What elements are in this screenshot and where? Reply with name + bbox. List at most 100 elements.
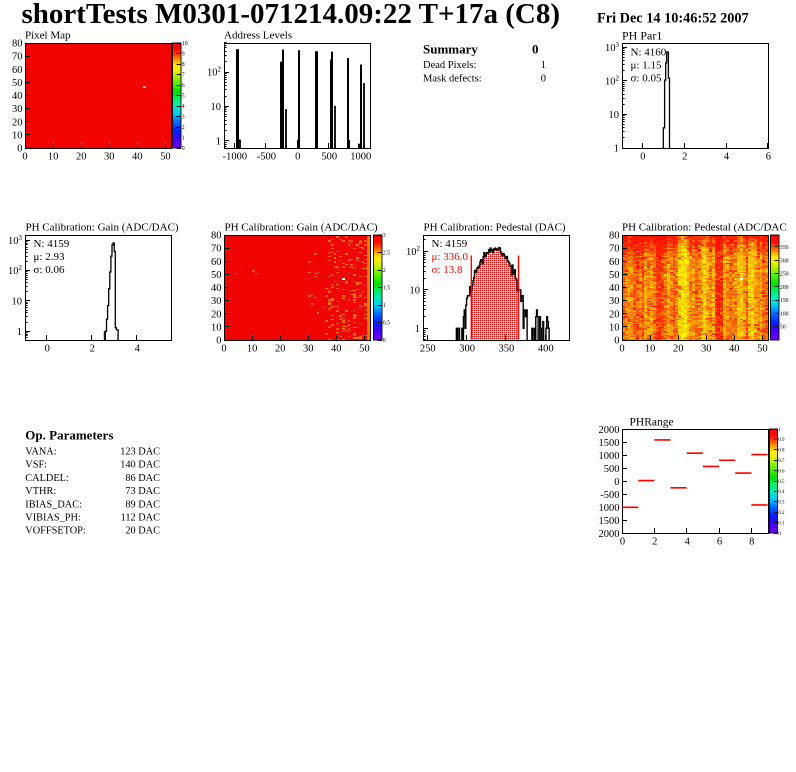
- svg-text:σ: 0.05: σ: 0.05: [631, 73, 662, 85]
- svg-text:N: 4159: N: 4159: [432, 238, 468, 250]
- svg-text:VSF:: VSF:: [25, 460, 47, 471]
- svg-text:10: 10: [609, 323, 620, 334]
- svg-text:30: 30: [104, 152, 115, 163]
- svg-text:20: 20: [12, 117, 23, 128]
- svg-text:μ: 2.93: μ: 2.93: [34, 251, 65, 263]
- svg-text:-1000: -1000: [223, 152, 248, 163]
- svg-text:9: 9: [182, 52, 185, 58]
- svg-text:50: 50: [160, 152, 171, 163]
- svg-text:10: 10: [410, 285, 421, 296]
- svg-text:PHRange: PHRange: [630, 416, 674, 428]
- svg-text:40: 40: [609, 283, 620, 294]
- svg-text:0.5: 0.5: [778, 480, 785, 485]
- svg-text:70: 70: [12, 52, 23, 63]
- svg-text:0: 0: [532, 42, 539, 57]
- svg-text:1: 1: [541, 60, 546, 71]
- svg-text:0: 0: [22, 152, 27, 163]
- svg-text:8: 8: [182, 62, 185, 68]
- svg-text:Fri Dec 14 10:46:52 2007: Fri Dec 14 10:46:52 2007: [597, 11, 749, 27]
- svg-text:50: 50: [12, 78, 23, 89]
- svg-text:86 DAC: 86 DAC: [125, 473, 160, 484]
- svg-text:112 DAC: 112 DAC: [121, 513, 161, 524]
- svg-text:Mask defects:: Mask defects:: [423, 74, 482, 85]
- svg-text:40: 40: [331, 344, 342, 355]
- svg-text:0.5: 0.5: [383, 321, 390, 327]
- svg-text:0.1: 0.1: [778, 521, 785, 526]
- svg-text:Summary: Summary: [423, 42, 478, 57]
- svg-text:Op. Parameters: Op. Parameters: [25, 427, 113, 442]
- svg-text:150: 150: [780, 298, 789, 304]
- svg-text:1.5: 1.5: [383, 286, 390, 292]
- svg-text:500: 500: [604, 464, 620, 475]
- svg-text:20: 20: [211, 309, 222, 320]
- svg-text:Address Levels: Address Levels: [224, 30, 292, 42]
- svg-text:400: 400: [538, 344, 554, 355]
- svg-text:μ: 336.0: μ: 336.0: [432, 251, 469, 263]
- svg-text:-500: -500: [600, 490, 619, 501]
- svg-text:0.4: 0.4: [778, 490, 785, 495]
- svg-text:8: 8: [749, 537, 754, 548]
- svg-text:shortTests M0301-071214.09:22: shortTests M0301-071214.09:22 T+17a (C8): [22, 0, 561, 30]
- svg-text:103: 103: [8, 235, 23, 247]
- svg-text:1000: 1000: [350, 152, 371, 163]
- svg-text:0: 0: [778, 532, 781, 537]
- svg-text:Dead Pixels:: Dead Pixels:: [423, 60, 476, 71]
- svg-text:2: 2: [652, 537, 657, 548]
- svg-text:5: 5: [182, 94, 185, 100]
- svg-text:1500: 1500: [599, 516, 620, 527]
- svg-text:50: 50: [780, 325, 786, 331]
- svg-text:0: 0: [619, 344, 624, 355]
- svg-text:3: 3: [182, 115, 185, 121]
- svg-text:300: 300: [780, 258, 789, 264]
- svg-text:10: 10: [211, 323, 222, 334]
- svg-text:0.6: 0.6: [778, 469, 785, 474]
- svg-text:VOFFSETOP:: VOFFSETOP:: [25, 526, 86, 537]
- svg-text:30: 30: [303, 344, 314, 355]
- svg-text:N: 4160: N: 4160: [631, 47, 667, 59]
- svg-text:102: 102: [605, 75, 620, 87]
- svg-text:2: 2: [682, 152, 687, 163]
- svg-text:σ: 13.8: σ: 13.8: [432, 264, 463, 276]
- svg-text:0.8: 0.8: [778, 449, 785, 454]
- svg-text:0: 0: [541, 74, 546, 85]
- svg-text:40: 40: [211, 283, 222, 294]
- svg-text:2: 2: [383, 268, 386, 274]
- svg-text:PH Calibration: Gain (ADC/DAC): PH Calibration: Gain (ADC/DAC): [225, 222, 378, 234]
- svg-text:PH Calibration: Pedestal (DAC): PH Calibration: Pedestal (DAC): [424, 222, 566, 234]
- svg-text:140 DAC: 140 DAC: [120, 460, 160, 471]
- svg-text:10: 10: [247, 344, 258, 355]
- svg-text:0: 0: [221, 344, 226, 355]
- svg-text:1: 1: [614, 144, 619, 155]
- svg-text:102: 102: [207, 67, 222, 79]
- svg-text:1: 1: [216, 136, 221, 147]
- svg-text:1: 1: [415, 324, 420, 335]
- svg-text:4: 4: [135, 344, 141, 355]
- svg-text:40: 40: [132, 152, 143, 163]
- svg-text:50: 50: [757, 344, 768, 355]
- svg-text:20: 20: [76, 152, 87, 163]
- svg-text:6: 6: [717, 537, 722, 548]
- svg-text:0: 0: [216, 336, 221, 347]
- svg-text:0: 0: [620, 537, 625, 548]
- svg-text:N: 4159: N: 4159: [34, 238, 70, 250]
- svg-text:102: 102: [406, 246, 421, 258]
- svg-text:1: 1: [778, 428, 781, 433]
- svg-text:40: 40: [729, 344, 740, 355]
- svg-text:30: 30: [211, 296, 222, 307]
- svg-text:60: 60: [211, 257, 222, 268]
- svg-text:100: 100: [780, 311, 789, 317]
- svg-text:0.9: 0.9: [778, 438, 785, 443]
- svg-text:60: 60: [609, 257, 620, 268]
- svg-text:2.5: 2.5: [383, 251, 390, 257]
- svg-text:103: 103: [605, 42, 620, 54]
- svg-text:IBIAS_DAC:: IBIAS_DAC:: [25, 499, 82, 510]
- svg-text:6: 6: [182, 83, 185, 89]
- svg-text:30: 30: [701, 344, 712, 355]
- svg-text:80: 80: [609, 231, 620, 242]
- svg-text:30: 30: [609, 296, 620, 307]
- svg-text:10: 10: [12, 297, 23, 308]
- svg-text:1000: 1000: [599, 503, 620, 514]
- svg-text:2000: 2000: [599, 529, 620, 540]
- svg-text:0: 0: [614, 336, 619, 347]
- svg-text:10: 10: [182, 41, 188, 47]
